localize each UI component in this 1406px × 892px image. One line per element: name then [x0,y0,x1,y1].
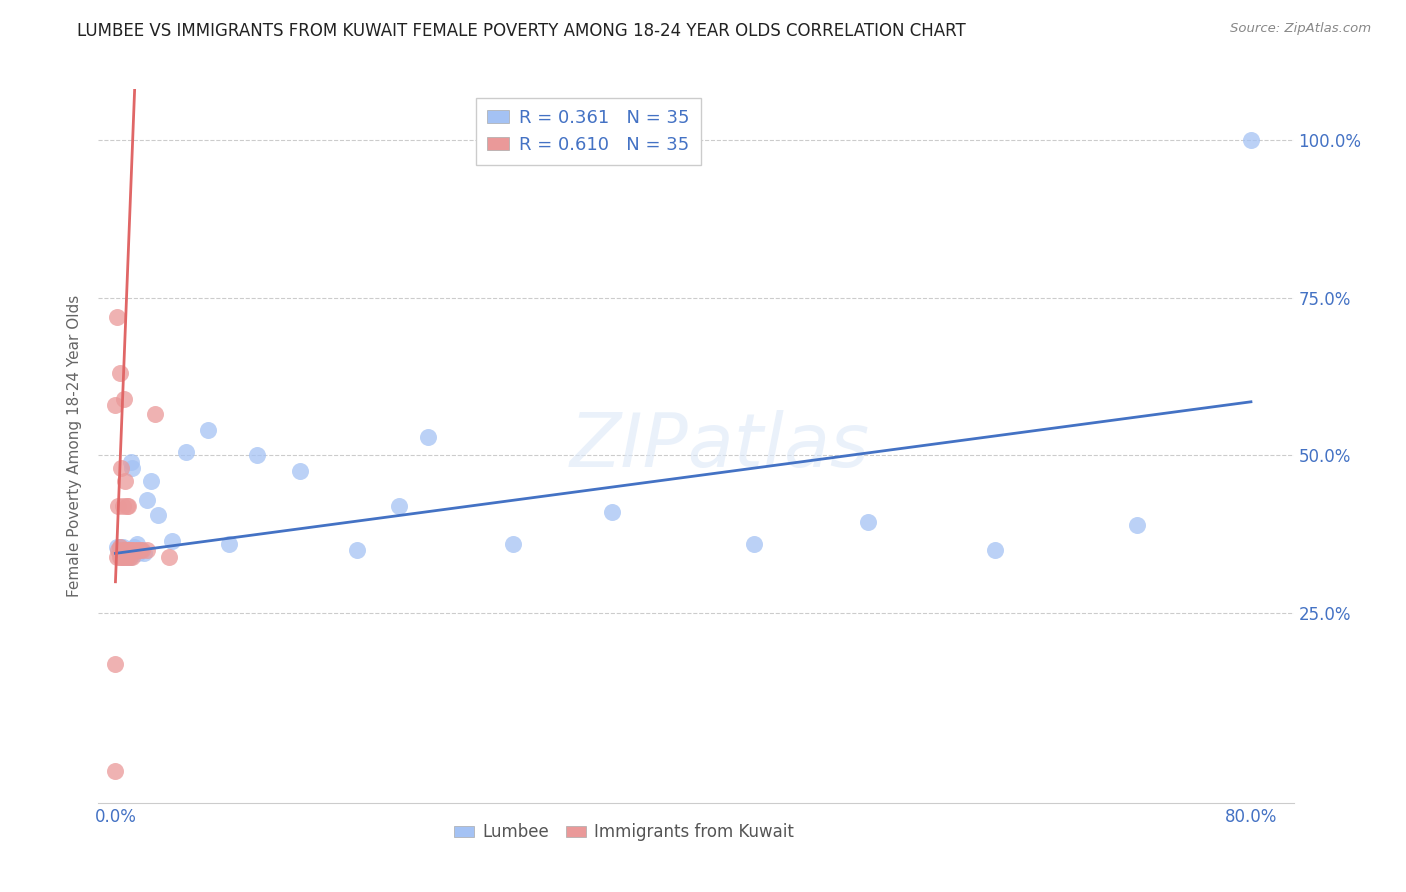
Point [135,543,157,558]
Point [1240,133,1263,147]
Point [121,549,143,564]
Point [112,543,135,558]
Point [111,549,134,564]
Point [118,549,141,564]
Point [600,505,623,519]
Point [112,549,135,564]
Point [104,764,127,779]
Point [127,546,149,560]
Point [107,543,129,558]
Point [110,546,132,560]
Point [176,445,198,459]
Point [157,549,180,564]
Point [143,408,166,422]
Point [104,657,127,671]
Point [114,546,136,560]
Point [346,543,368,558]
Point [111,543,134,558]
Point [112,392,135,406]
Point [114,474,136,488]
Point [117,549,139,564]
Point [135,492,157,507]
Point [110,461,132,475]
Point [984,543,1007,558]
Point [120,543,142,558]
Text: LUMBEE VS IMMIGRANTS FROM KUWAIT FEMALE POVERTY AMONG 18-24 YEAR OLDS CORRELATIO: LUMBEE VS IMMIGRANTS FROM KUWAIT FEMALE … [77,22,966,40]
Point [146,508,169,523]
Point [105,310,128,324]
Point [104,398,127,412]
Point [139,474,162,488]
Point [108,540,131,554]
Point [105,540,128,554]
Point [114,549,136,564]
Point [110,549,132,564]
Point [125,543,148,558]
Point [107,499,129,513]
Legend: Lumbee, Immigrants from Kuwait: Lumbee, Immigrants from Kuwait [447,817,801,848]
Point [131,543,153,558]
Point [742,537,765,551]
Point [856,515,879,529]
Point [108,549,131,564]
Point [117,543,139,558]
Point [502,537,524,551]
Point [118,543,141,558]
Point [108,367,131,381]
Point [218,537,240,551]
Point [160,533,183,548]
Point [108,540,131,554]
Point [197,423,219,437]
Point [115,499,138,513]
Point [246,449,269,463]
Point [115,543,138,558]
Point [118,549,141,564]
Y-axis label: Female Poverty Among 18-24 Year Olds: Female Poverty Among 18-24 Year Olds [67,295,83,597]
Point [111,540,134,554]
Point [125,537,148,551]
Point [1126,517,1149,532]
Point [128,543,150,558]
Point [120,455,142,469]
Point [115,543,138,558]
Point [288,464,311,478]
Point [416,429,439,443]
Point [129,543,152,558]
Point [115,549,138,564]
Point [121,461,143,475]
Text: ZIPatlas: ZIPatlas [569,410,870,482]
Point [111,499,134,513]
Point [388,499,411,513]
Point [122,543,145,558]
Point [117,499,139,513]
Point [132,546,155,560]
Point [122,540,145,554]
Point [105,549,128,564]
Text: Source: ZipAtlas.com: Source: ZipAtlas.com [1230,22,1371,36]
